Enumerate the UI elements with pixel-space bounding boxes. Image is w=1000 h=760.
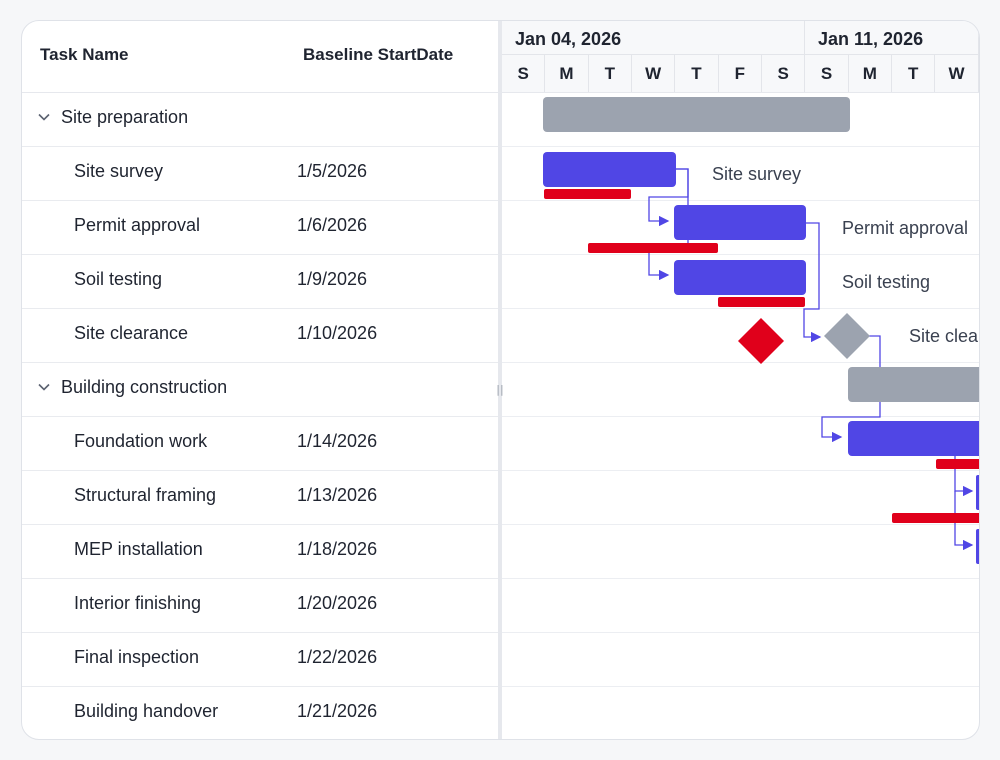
- day-cell: T: [588, 55, 632, 92]
- column-header-task-name[interactable]: Task Name: [40, 45, 129, 64]
- gantt-bars: [543, 97, 979, 564]
- row-interior-finishing[interactable]: Interior finishing 1/20/2026: [22, 578, 498, 633]
- task-name: Foundation work: [74, 431, 208, 451]
- dependency-connector: [954, 491, 974, 551]
- task-bar-permit-approval[interactable]: [674, 205, 806, 240]
- baseline-start: 1/10/2026: [297, 323, 378, 343]
- dependency-connector: [803, 222, 822, 343]
- parent-bar-building-construction[interactable]: [848, 367, 979, 402]
- baseline-start: 1/13/2026: [297, 485, 378, 505]
- day-cell: S: [805, 55, 849, 92]
- baseline-bar-permit-approval: [588, 243, 718, 253]
- baseline-bar-soil-testing: [718, 297, 805, 307]
- milestone-site-clearance[interactable]: [824, 313, 870, 359]
- baseline-start: 1/5/2026: [297, 161, 368, 181]
- baseline-bar-structural-framing: [892, 513, 979, 523]
- bar-label-soil-testing: Soil testing: [842, 272, 931, 292]
- row-soil-testing[interactable]: Soil testing 1/9/2026: [22, 254, 498, 309]
- day-cell: S: [502, 55, 546, 92]
- task-name: MEP installation: [74, 539, 203, 559]
- baseline-start: 1/14/2026: [297, 431, 378, 451]
- row-final-inspection[interactable]: Final inspection 1/22/2026: [22, 632, 498, 687]
- task-name: Building handover: [74, 701, 219, 721]
- week-label: Jan 11, 2026: [818, 29, 924, 49]
- task-bar-foundation-work[interactable]: [848, 421, 979, 456]
- chart-row-line: [502, 362, 979, 363]
- task-name: Site clearance: [74, 323, 189, 343]
- baseline-bar-foundation-work: [936, 459, 979, 469]
- timeline-week-1: Jan 04, 2026: [502, 21, 805, 55]
- row-building-handover[interactable]: Building handover 1/21/2026: [22, 686, 498, 739]
- chart-row-line: [502, 524, 979, 525]
- day-cell: W: [935, 55, 979, 92]
- week-label: Jan 04, 2026: [515, 29, 622, 49]
- chart-row-line: [502, 578, 979, 579]
- baseline-start: 1/20/2026: [297, 593, 378, 613]
- chevron-down-icon[interactable]: [36, 379, 52, 395]
- baseline-bar-site-survey: [544, 189, 631, 199]
- chart-row-line: [502, 200, 979, 201]
- day-cell: S: [762, 55, 806, 92]
- baseline-start: 1/21/2026: [297, 701, 378, 721]
- row-site-survey[interactable]: Site survey 1/5/2026: [22, 146, 498, 201]
- day-cell: M: [848, 55, 892, 92]
- bar-label-permit-approval: Permit approval: [842, 218, 969, 238]
- row-building-construction[interactable]: Building construction: [22, 362, 498, 417]
- row-site-clearance[interactable]: Site clearance 1/10/2026: [22, 308, 498, 363]
- baseline-start: 1/6/2026: [297, 215, 368, 235]
- splitter-grip-icon[interactable]: ||: [496, 383, 504, 396]
- task-name: Interior finishing: [74, 593, 202, 613]
- day-cell: M: [545, 55, 589, 92]
- task-name: Permit approval: [74, 215, 201, 235]
- gantt-chart: Jan 04, 2026 Jan 11, 2026 S M T W T F S …: [502, 21, 979, 739]
- chart-row-line: [502, 632, 979, 633]
- gantt-card: Task Name Baseline StartDate Site prepar…: [21, 20, 980, 740]
- parent-bar-site-preparation[interactable]: [543, 97, 850, 132]
- task-grid: Task Name Baseline StartDate Site prepar…: [22, 21, 498, 739]
- baseline-start: 1/9/2026: [297, 269, 368, 289]
- task-name: Final inspection: [74, 647, 200, 667]
- grid-header: Task Name Baseline StartDate: [22, 21, 498, 93]
- day-cell: W: [632, 55, 676, 92]
- row-structural-framing[interactable]: Structural framing 1/13/2026: [22, 470, 498, 525]
- pane-splitter[interactable]: ||: [496, 21, 504, 739]
- bar-label-site-survey: Site survey: [712, 164, 802, 184]
- row-permit-approval[interactable]: Permit approval 1/6/2026: [22, 200, 498, 255]
- dependency-connector: [821, 335, 881, 443]
- chart-row-line: [502, 470, 979, 471]
- baseline-start: 1/18/2026: [297, 539, 378, 559]
- task-name: Site survey: [74, 161, 164, 181]
- row-foundation-work[interactable]: Foundation work 1/14/2026: [22, 416, 498, 471]
- day-cell: F: [718, 55, 762, 92]
- row-mep-installation[interactable]: MEP installation 1/18/2026: [22, 524, 498, 579]
- timeline-divider: [502, 92, 979, 93]
- baseline-milestone-site-clearance: [738, 318, 784, 364]
- bar-label-site-clearance: Site clea: [909, 326, 979, 346]
- task-bar-site-survey[interactable]: [543, 152, 676, 187]
- row-site-preparation[interactable]: Site preparation: [22, 92, 498, 147]
- task-name: Building construction: [61, 377, 228, 397]
- task-name: Soil testing: [74, 269, 163, 289]
- chart-row-line: [502, 308, 979, 309]
- task-name: Structural framing: [74, 485, 217, 505]
- day-cell: T: [892, 55, 936, 92]
- chart-row-line: [502, 416, 979, 417]
- task-bar-structural-framing[interactable]: [976, 475, 979, 510]
- column-header-baseline-start[interactable]: Baseline StartDate: [303, 45, 454, 64]
- chart-row-line: [502, 686, 979, 687]
- task-bar-soil-testing[interactable]: [674, 260, 806, 295]
- timeline-week-2: Jan 11, 2026: [805, 21, 979, 55]
- task-name: Site preparation: [61, 107, 189, 127]
- day-cell: T: [675, 55, 719, 92]
- chart-row-line: [502, 146, 979, 147]
- baseline-start: 1/22/2026: [297, 647, 378, 667]
- task-bar-mep-installation[interactable]: [976, 529, 979, 564]
- chart-row-line: [502, 254, 979, 255]
- chevron-down-icon[interactable]: [36, 109, 52, 125]
